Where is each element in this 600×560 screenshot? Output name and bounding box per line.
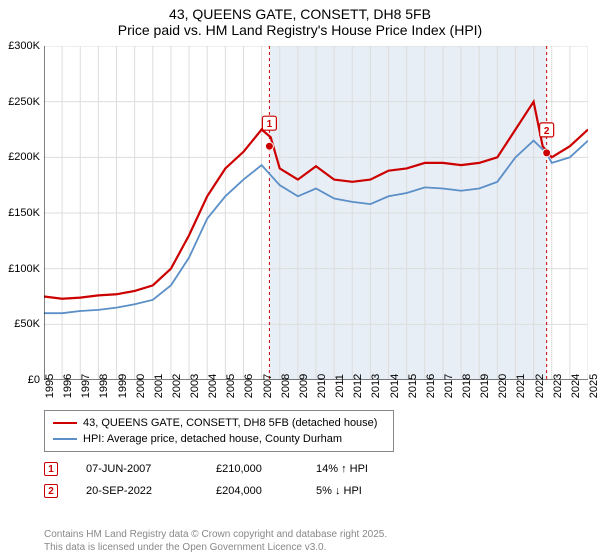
x-tick-label: 2007 (262, 374, 274, 398)
x-tick-label: 2009 (298, 374, 310, 398)
marker-row: 1 07-JUN-2007 £210,000 14% ↑ HPI (44, 458, 426, 480)
y-tick-label: £150K (8, 207, 40, 219)
x-tick-label: 2013 (370, 374, 382, 398)
chart-plot-area: 12 (44, 46, 588, 380)
y-tick-label: £200K (8, 151, 40, 163)
y-tick-label: £300K (8, 40, 40, 52)
x-tick-label: 2012 (352, 374, 364, 398)
chart-container: 43, QUEENS GATE, CONSETT, DH8 5FB Price … (0, 0, 600, 560)
marker-dot (265, 142, 273, 150)
x-tick-label: 2000 (135, 374, 147, 398)
chart-svg: 12 (44, 46, 588, 380)
marker-dot (543, 149, 551, 157)
x-tick-label: 1997 (80, 374, 92, 398)
marker-label-num: 1 (267, 119, 273, 130)
x-axis: 1995199619971998199920002001200220032004… (44, 382, 588, 410)
marker-date: 20-SEP-2022 (86, 485, 216, 497)
x-tick-label: 2017 (443, 374, 455, 398)
x-tick-label: 2003 (189, 374, 201, 398)
legend-row: 43, QUEENS GATE, CONSETT, DH8 5FB (detac… (53, 415, 385, 431)
marker-label-num: 2 (544, 126, 550, 137)
marker-index-box: 2 (44, 484, 58, 498)
x-tick-label: 2001 (153, 374, 165, 398)
marker-row: 2 20-SEP-2022 £204,000 5% ↓ HPI (44, 480, 426, 502)
attribution: Contains HM Land Registry data © Crown c… (44, 528, 387, 554)
x-tick-label: 1995 (44, 374, 56, 398)
x-tick-label: 1999 (117, 374, 129, 398)
x-tick-label: 2016 (425, 374, 437, 398)
legend-row: HPI: Average price, detached house, Coun… (53, 431, 385, 447)
marker-pct: 14% ↑ HPI (316, 463, 426, 475)
x-tick-label: 2021 (515, 374, 527, 398)
marker-price: £204,000 (216, 485, 316, 497)
marker-price: £210,000 (216, 463, 316, 475)
x-tick-label: 2018 (461, 374, 473, 398)
marker-date: 07-JUN-2007 (86, 463, 216, 475)
x-tick-label: 2010 (316, 374, 328, 398)
x-tick-label: 2008 (280, 374, 292, 398)
attribution-line1: Contains HM Land Registry data © Crown c… (44, 528, 387, 541)
legend-label: 43, QUEENS GATE, CONSETT, DH8 5FB (detac… (83, 417, 377, 429)
x-tick-label: 1996 (62, 374, 74, 398)
y-axis: £0£50K£100K£150K£200K£250K£300K (0, 46, 42, 380)
x-tick-label: 1998 (98, 374, 110, 398)
marker-table: 1 07-JUN-2007 £210,000 14% ↑ HPI 2 20-SE… (44, 458, 426, 502)
x-tick-label: 2024 (570, 374, 582, 398)
attribution-line2: This data is licensed under the Open Gov… (44, 541, 387, 554)
x-tick-label: 2025 (588, 374, 600, 398)
x-tick-label: 2006 (243, 374, 255, 398)
legend: 43, QUEENS GATE, CONSETT, DH8 5FB (detac… (44, 410, 394, 452)
y-tick-label: £250K (8, 96, 40, 108)
title-block: 43, QUEENS GATE, CONSETT, DH8 5FB Price … (0, 0, 600, 40)
x-tick-label: 2023 (552, 374, 564, 398)
x-tick-label: 2011 (334, 374, 346, 398)
y-tick-label: £100K (8, 263, 40, 275)
legend-swatch (53, 438, 77, 440)
x-tick-label: 2015 (407, 374, 419, 398)
y-tick-label: £50K (14, 318, 40, 330)
x-tick-label: 2020 (497, 374, 509, 398)
title-subtitle: Price paid vs. HM Land Registry's House … (0, 22, 600, 38)
marker-index-box: 1 (44, 462, 58, 476)
x-tick-label: 2019 (479, 374, 491, 398)
x-tick-label: 2004 (207, 374, 219, 398)
legend-label: HPI: Average price, detached house, Coun… (83, 433, 342, 445)
x-tick-label: 2002 (171, 374, 183, 398)
x-tick-label: 2005 (225, 374, 237, 398)
legend-swatch (53, 422, 77, 425)
x-tick-label: 2014 (389, 374, 401, 398)
title-address: 43, QUEENS GATE, CONSETT, DH8 5FB (0, 6, 600, 22)
x-tick-label: 2022 (534, 374, 546, 398)
y-tick-label: £0 (28, 374, 40, 386)
marker-pct: 5% ↓ HPI (316, 485, 426, 497)
